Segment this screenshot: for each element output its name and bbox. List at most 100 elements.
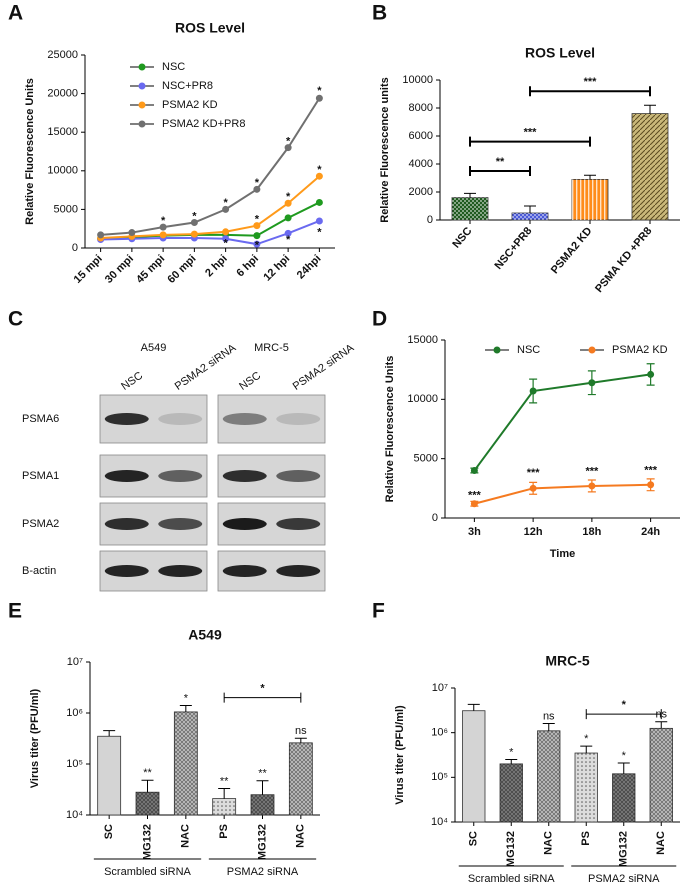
bar-hatch [632,113,668,220]
panel-label: B [372,2,387,25]
significance: *** [644,464,658,476]
y-axis-label: Relative Fluorescence Units [24,78,36,225]
error-bar [542,723,555,731]
point [284,229,292,237]
significance: * [286,234,291,246]
x-tick-label: PS [218,824,230,839]
significance: * [286,191,291,203]
error-bar [179,705,192,712]
y-tick-label: 4000 [409,158,433,170]
series-line [100,175,321,239]
significance: * [622,750,627,762]
bracket-label: ** [496,156,505,168]
point [529,484,537,492]
y-tick-label: 10⁶ [66,707,83,719]
x-tick-label: PSMA2 KD [549,225,595,276]
lane-label: NSC [119,370,145,393]
series-line [473,373,651,472]
point [128,229,136,237]
x-tick-label: 2 hpi [203,253,230,280]
significance: * [161,215,166,227]
bar [462,710,486,823]
panel-label: C [8,308,23,331]
bar [97,735,122,816]
x-tick-label: MG132 [505,831,517,867]
group-label: PSMA2 siRNA [227,866,299,878]
y-axis-label: Relative Fluorescence Units [384,356,396,503]
blot-band [276,470,321,482]
error-bar [141,779,154,793]
significance: * [255,213,260,225]
x-tick-label: 30 mpi [103,253,136,286]
y-tick-label: 2000 [409,186,433,198]
blot-band [222,413,267,425]
y-tick-label: 6000 [409,130,433,142]
chart-title: ROS Level [525,45,595,61]
point [159,231,167,239]
blot-band [104,413,149,425]
legend-label: NSC [517,344,540,356]
y-tick-label: 5000 [54,203,78,215]
significance: * [317,85,322,97]
y-tick-label: 10⁷ [67,656,83,668]
x-tick-label: 12h [524,526,543,538]
bracket [469,136,591,147]
point [253,185,261,193]
blot-band [222,470,267,482]
x-tick-label: 3h [468,526,481,538]
x-tick-label: MG132 [256,824,268,860]
blot-band [158,413,203,425]
x-tick-label: 24hpi [295,253,324,282]
bracket [585,709,662,720]
error-bar [467,703,480,711]
cell-line-label: MRC-5 [254,342,289,354]
significance: ** [143,767,152,779]
y-tick-label: 8000 [409,102,433,114]
point [315,172,323,180]
significance: * [223,197,228,209]
blot-band [222,565,267,577]
x-tick-label: SC [103,824,115,839]
significance: * [317,226,322,238]
series-line [474,483,651,505]
point [315,94,323,102]
x-tick-label: NSC+PR8 [493,225,535,272]
significance: * [286,135,291,147]
point [222,205,230,213]
x-tick-label: 45 mpi [134,253,167,286]
legend-label: PSMA2 KD [162,99,218,111]
point [190,219,198,227]
y-tick-label: 10000 [407,393,438,405]
chart-title: A549 [188,627,222,643]
x-tick-label: 60 mpi [165,253,198,286]
error-bar [617,762,630,774]
error-bar [218,788,231,799]
cell-line-label: A549 [141,342,167,354]
x-tick-label: PS [580,831,592,846]
y-axis-label: Virus titer (PFU/ml) [29,688,41,788]
legend-label: PSMA2 KD+PR8 [162,118,245,130]
blot-band [104,565,149,577]
x-tick-label: NAC [295,824,307,848]
legend-marker [138,120,146,128]
bar-hatch [212,798,236,815]
y-tick-label: 10⁵ [431,771,448,783]
point [315,217,323,225]
bar-hatch [612,773,635,822]
protein-label: PSMA2 [22,518,59,530]
point [284,214,292,222]
error-bar [464,192,476,198]
point [588,482,596,490]
significance: *** [585,466,599,478]
bar-hatch [174,711,198,815]
point [253,232,261,240]
bracket-label: * [260,683,265,695]
point [647,481,655,489]
panel-label: D [372,308,387,331]
bracket [469,166,531,176]
y-tick-label: 0 [432,512,438,524]
blot-band [276,565,321,577]
x-tick-label: NAC [655,831,667,855]
lane-label: PSMA2 siRNA [291,342,357,393]
x-tick-label: MG132 [141,824,153,860]
